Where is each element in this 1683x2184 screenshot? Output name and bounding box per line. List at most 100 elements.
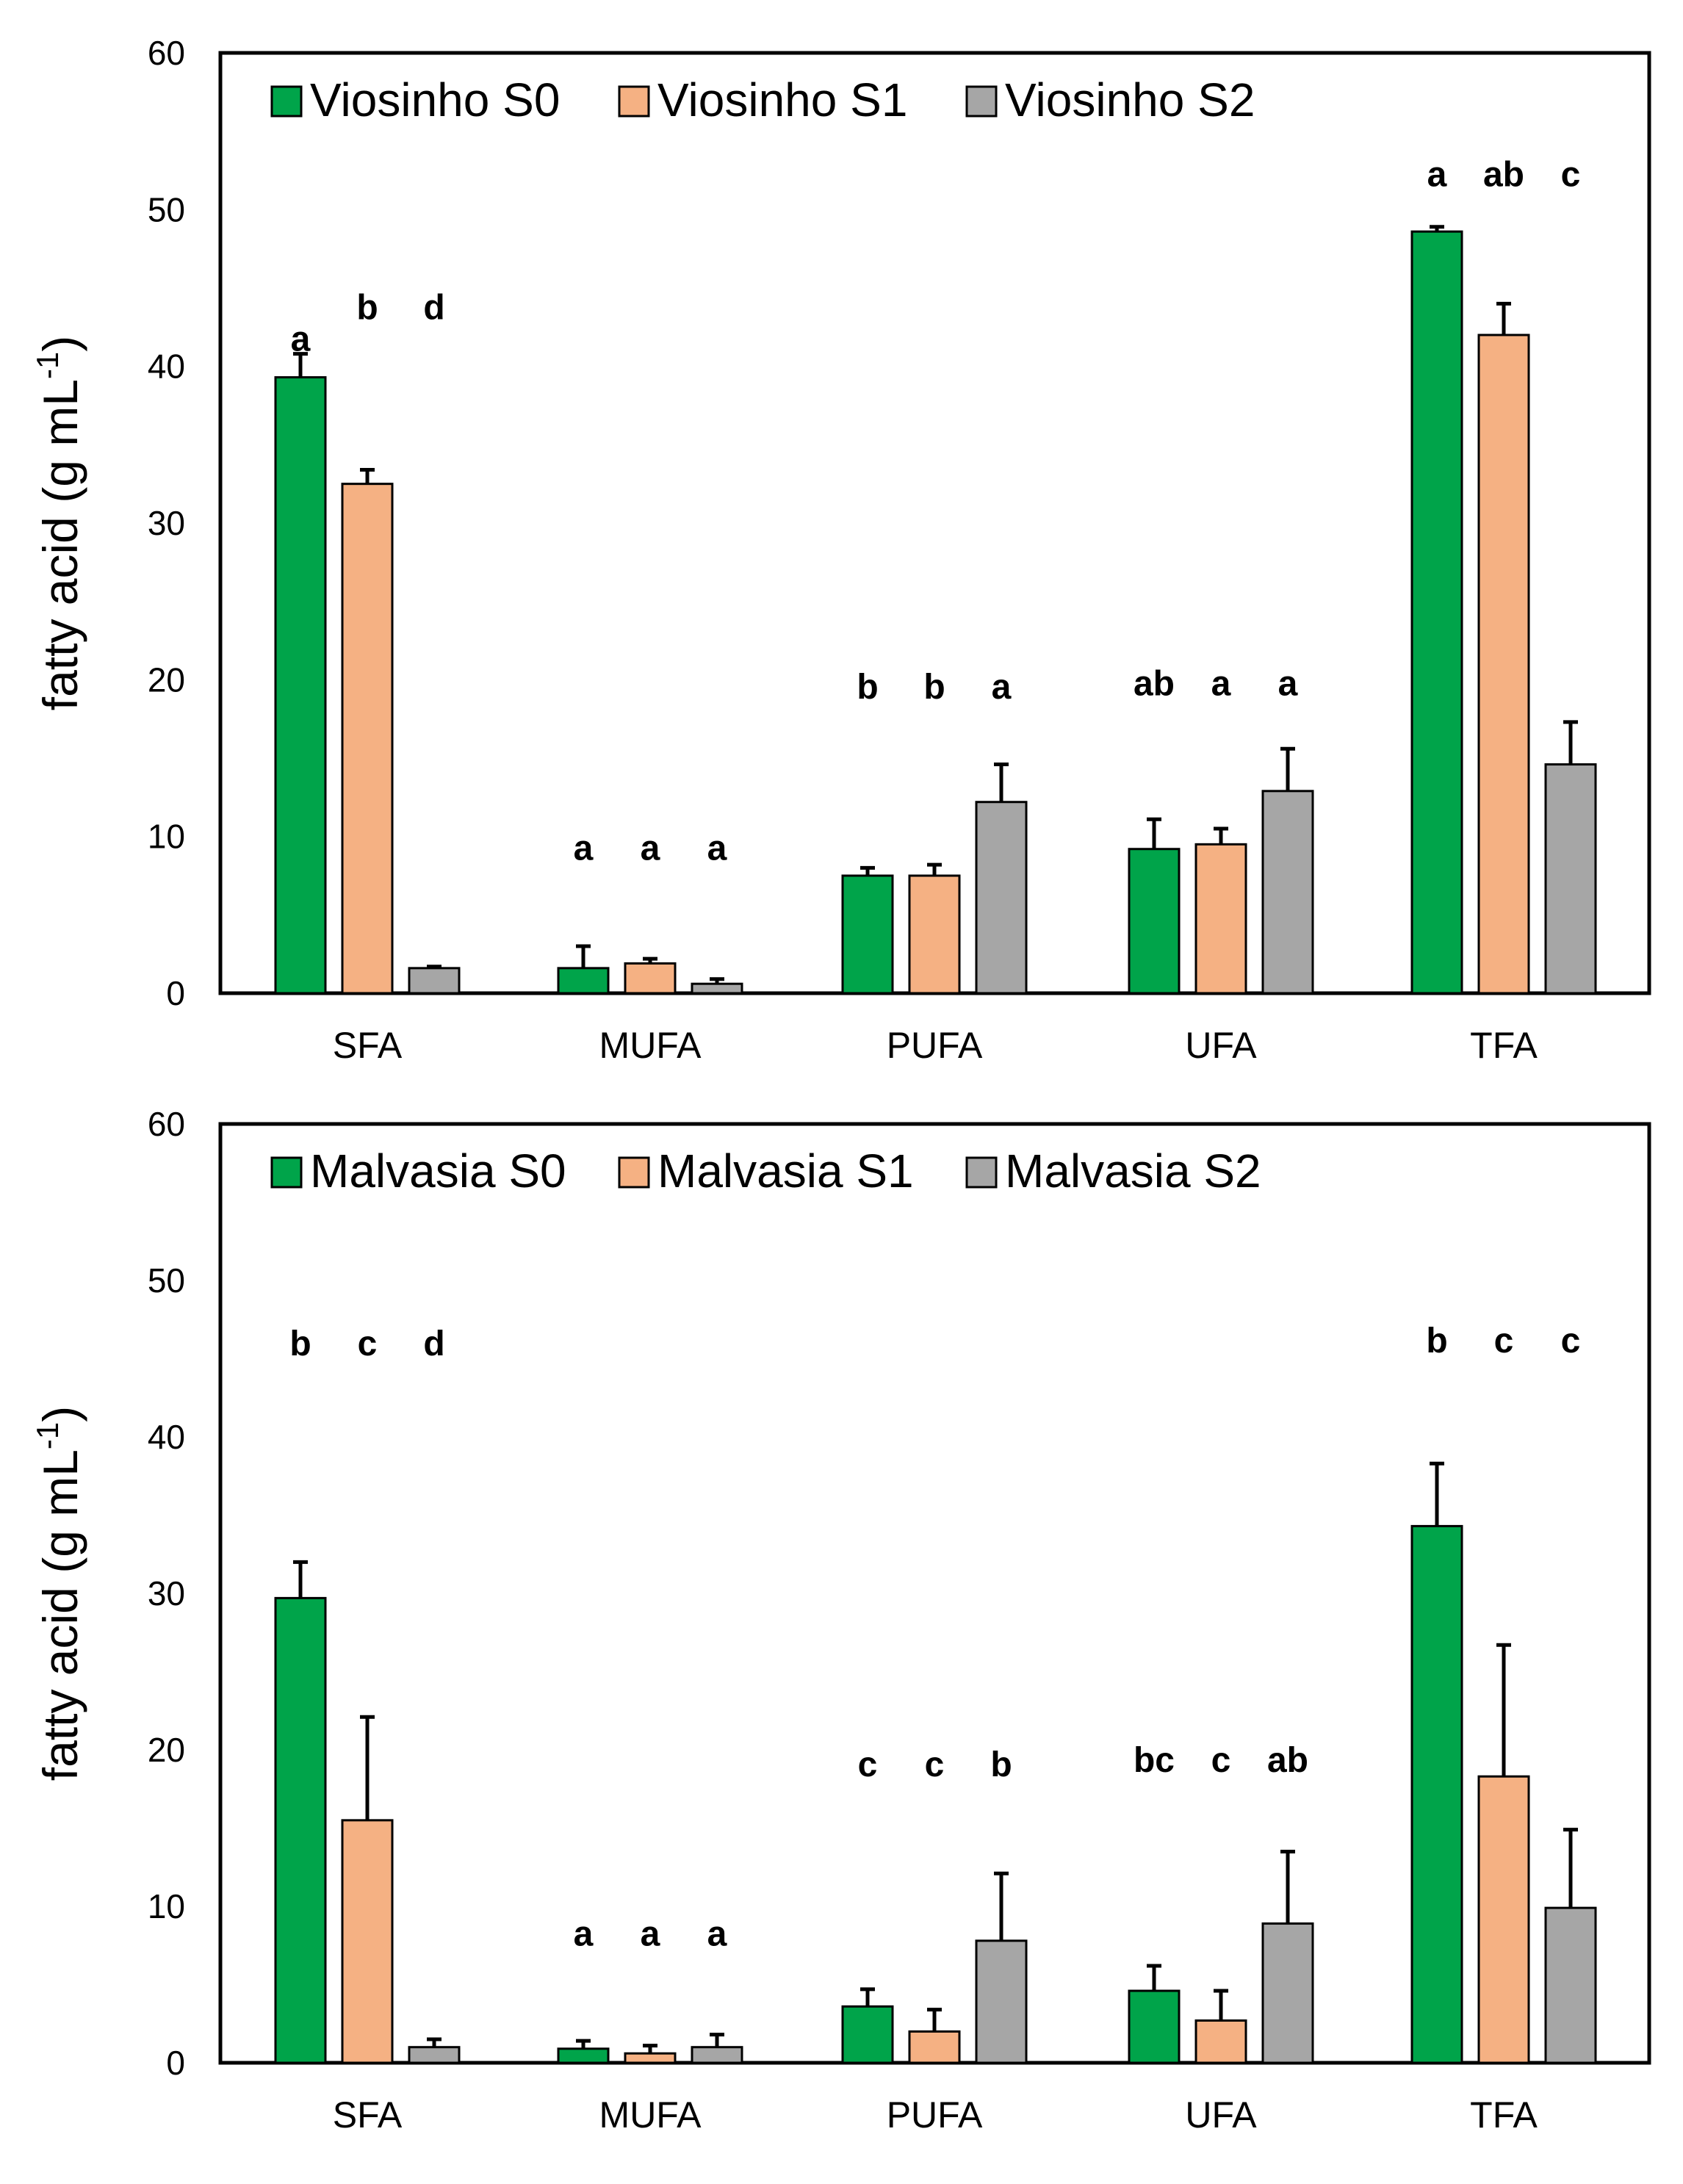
bar: [1410, 230, 1463, 995]
bar: [908, 874, 961, 995]
significance-letter: b: [1426, 1322, 1447, 1361]
significance-letter: c: [358, 1325, 378, 1363]
significance-letter: ab: [1483, 155, 1524, 194]
significance-letter: d: [423, 289, 444, 328]
y-tick-label: 30: [148, 1574, 185, 1612]
legend-swatch: [618, 85, 650, 118]
significance-letter: c: [1494, 1322, 1514, 1361]
legend-swatch: [965, 85, 998, 118]
y-tick-label: 20: [148, 660, 185, 699]
bar: [841, 874, 894, 995]
significance-letter: a: [574, 1914, 594, 1953]
legend-label: Viosinho S2: [1005, 73, 1255, 126]
bar: [341, 483, 394, 995]
legend-label: Viosinho S0: [310, 73, 560, 126]
y-tick-label: 40: [148, 1418, 185, 1456]
y-axis-label: fatty acid (g mL-1): [30, 1406, 87, 1781]
legend-swatch: [965, 1156, 998, 1189]
significance-letter: ab: [1134, 665, 1175, 704]
bar: [1544, 763, 1597, 995]
y-tick-label: 30: [148, 504, 185, 542]
significance-letter: bc: [1134, 1741, 1175, 1780]
legend-label: Malvasia S1: [657, 1145, 914, 1197]
significance-letter: b: [923, 668, 945, 707]
significance-letter: c: [1561, 155, 1581, 194]
y-tick-label: 10: [148, 1887, 185, 1925]
significance-letter: ab: [1267, 1741, 1308, 1780]
significance-letter: a: [707, 1914, 727, 1953]
significance-letter: c: [1561, 1322, 1581, 1361]
bar: [408, 2046, 461, 2064]
x-category-label: MUFA: [599, 2094, 702, 2136]
chart-panel-1: 0 10 20 30 40 50 60 fatty acid (g mL-1) SFA MUFA P…: [30, 34, 1651, 1066]
y-tick-label: 0: [166, 974, 185, 1012]
x-category-label: UFA: [1185, 1025, 1257, 1066]
significance-letter: a: [574, 829, 594, 868]
x-category-label: UFA: [1185, 2094, 1257, 2136]
y-axis-label-superscript: -1: [30, 352, 65, 379]
significance-letter: c: [858, 1745, 878, 1784]
y-axis-label-superscript: -1: [30, 1422, 65, 1449]
y-axis-label-close: ): [33, 1406, 87, 1422]
bar: [1477, 334, 1530, 995]
bar: [1194, 2019, 1247, 2064]
y-tick-label: 40: [148, 347, 185, 386]
bar: [274, 1596, 327, 2064]
legend-label: Viosinho S1: [657, 73, 907, 126]
x-category-label: SFA: [333, 2094, 403, 2136]
bar: [1261, 790, 1314, 995]
bar: [557, 2047, 610, 2064]
y-axis-label: fatty acid (g mL-1): [30, 336, 87, 711]
y-tick-label: 60: [148, 1105, 185, 1143]
legend-label: Malvasia S2: [1005, 1145, 1261, 1197]
bar: [1410, 1524, 1463, 2064]
significance-letter: a: [1211, 665, 1231, 704]
significance-letter: c: [925, 1745, 945, 1784]
bar: [557, 967, 610, 995]
x-category-label: TFA: [1470, 2094, 1538, 2136]
legend-swatch: [270, 85, 303, 118]
significance-letter: a: [1278, 665, 1298, 704]
bar: [975, 801, 1028, 995]
bar: [1194, 843, 1247, 995]
y-tick-label: 20: [148, 1731, 185, 1769]
y-tick-label: 50: [148, 1261, 185, 1300]
bar: [1544, 1906, 1597, 2064]
y-axis-label-close: ): [33, 336, 87, 352]
y-tick-label: 60: [148, 34, 185, 72]
legend-swatch: [618, 1156, 650, 1189]
significance-letter: a: [992, 668, 1012, 707]
bar: [624, 2052, 677, 2064]
significance-letter: d: [423, 1325, 444, 1363]
x-category-label: PUFA: [887, 1025, 983, 1066]
significance-letter: a: [291, 320, 311, 358]
significance-letter: b: [356, 289, 378, 328]
y-axis-label-text: fatty acid (g mL: [33, 1449, 87, 1781]
legend-label: Malvasia S0: [310, 1145, 566, 1197]
chart-panel-2: 0 10 20 30 40 50 60 fatty acid (g mL-1) SFA MUFA P…: [30, 1105, 1651, 2136]
bar: [1261, 1922, 1314, 2064]
bar: [1477, 1775, 1530, 2064]
legend-swatch: [270, 1156, 303, 1189]
y-tick-label: 0: [166, 2044, 185, 2082]
significance-letter: a: [707, 829, 727, 868]
bar: [274, 376, 327, 995]
bar: [1128, 848, 1181, 995]
significance-letter: b: [857, 668, 878, 707]
bar: [624, 962, 677, 995]
x-category-label: TFA: [1470, 1025, 1538, 1066]
bar: [691, 982, 743, 995]
bar: [975, 1939, 1028, 2064]
significance-letter: b: [990, 1745, 1012, 1784]
significance-letter: a: [641, 1914, 660, 1953]
y-tick-label: 50: [148, 190, 185, 228]
significance-letter: a: [641, 829, 660, 868]
bar: [1128, 1989, 1181, 2064]
significance-letter: b: [289, 1325, 311, 1363]
bar: [408, 967, 461, 995]
y-axis-label-text: fatty acid (g mL: [33, 379, 87, 710]
x-category-label: SFA: [333, 1025, 403, 1066]
bar: [908, 2030, 961, 2064]
